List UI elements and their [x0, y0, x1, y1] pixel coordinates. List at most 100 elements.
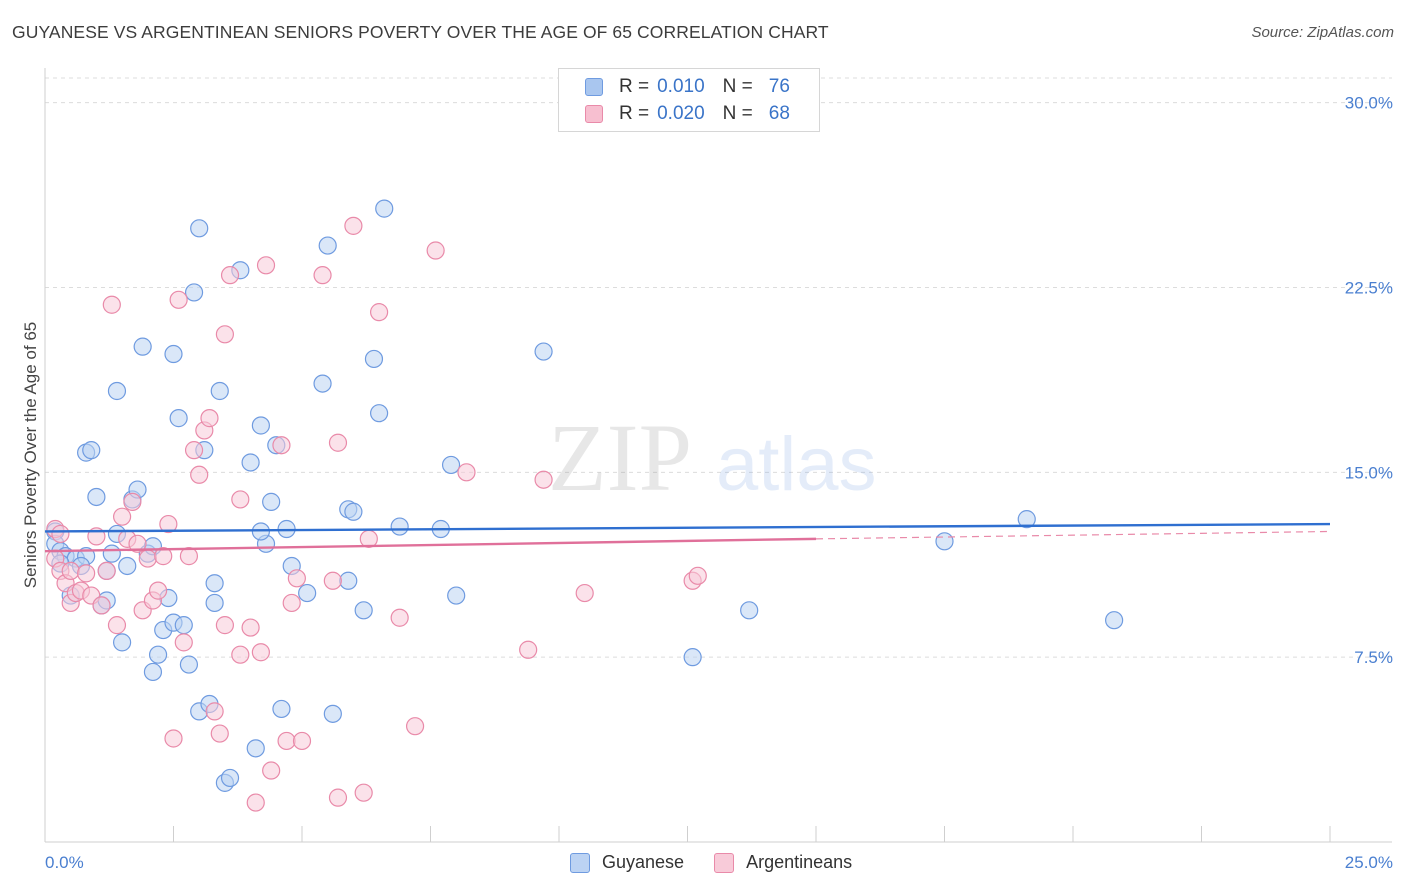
legend-swatch-guyanese	[570, 852, 590, 873]
legend-n-value: 68	[768, 103, 790, 124]
guyanese-point	[344, 502, 363, 521]
argentineans-point	[246, 793, 265, 812]
argentineans-point	[354, 783, 373, 802]
guyanese-point	[205, 593, 224, 613]
legend-swatch-argentineans	[585, 105, 603, 123]
y-tick-label: 22.5%	[1345, 278, 1393, 297]
y-tick-label: 15.0%	[1345, 463, 1393, 482]
argentineans-point	[457, 463, 476, 482]
watermark-atlas: atlas	[716, 422, 877, 507]
legend-item-guyanese[interactable]: Guyanese	[570, 852, 684, 873]
argentineans-point	[231, 645, 250, 664]
argentineans-point	[262, 761, 281, 780]
guyanese-point	[210, 381, 229, 401]
argentineans-point	[426, 241, 445, 260]
argentineans-point	[256, 256, 276, 275]
argentineans-point	[190, 465, 209, 484]
guyanese-point	[935, 532, 954, 551]
guyanese-point	[148, 645, 168, 664]
legend-swatch-argentineans	[714, 852, 735, 873]
legend-n-label: N =	[722, 103, 753, 124]
guyanese-point	[169, 409, 188, 428]
legend-label-argentineans: Argentineans	[746, 852, 853, 872]
guyanese-point	[683, 648, 702, 667]
guyanese-point	[184, 283, 204, 302]
guyanese-point	[370, 404, 389, 423]
argentineans-point	[169, 290, 188, 309]
argentineans-point	[292, 731, 312, 751]
argentineans-point	[344, 216, 363, 235]
argentineans-point	[200, 409, 219, 428]
argentineans-point	[154, 547, 173, 566]
argentineans-point	[534, 470, 553, 489]
guyanese-point	[82, 441, 101, 460]
argentineans-point	[102, 295, 121, 314]
guyanese-point	[447, 586, 466, 605]
argentineans-point	[215, 325, 234, 344]
trend-lines	[44, 522, 1331, 553]
guyanese-point	[220, 768, 240, 788]
legend-n-value: 76	[768, 76, 790, 97]
guyanese-point	[1017, 510, 1036, 529]
guyanese-point	[205, 574, 224, 593]
chart-source: Source: ZipAtlas.com	[1251, 24, 1394, 41]
argentineans-point	[519, 640, 538, 659]
y-axis-label: Seniors Poverty Over the Age of 65	[21, 322, 40, 588]
argentineans-point	[61, 561, 80, 581]
legend-r-label: R =	[619, 103, 650, 124]
argentineans-point	[128, 534, 147, 553]
argentineans-point	[215, 616, 234, 635]
argentineans-point	[77, 564, 96, 583]
guyanese-point	[107, 381, 127, 401]
argentineans-point	[107, 616, 127, 635]
guyanese-point	[313, 374, 332, 393]
trend-line-argentineans	[44, 537, 817, 553]
series-legend: Guyanese Argentineans	[570, 852, 882, 873]
watermark: ZIP atlas	[548, 404, 877, 511]
argentineans-point	[51, 524, 70, 544]
y-tick-label: 7.5%	[1354, 648, 1393, 667]
argentineans-point	[112, 507, 132, 526]
guyanese-point	[364, 349, 384, 369]
guyanese-point	[143, 662, 163, 682]
guyanese-point	[1105, 611, 1124, 630]
legend-swatch-guyanese	[585, 78, 603, 96]
legend-r-value: 0.010	[657, 76, 705, 97]
argentineans-point	[179, 547, 199, 566]
guyanese-point	[174, 616, 193, 635]
watermark-zip: ZIP	[548, 404, 692, 511]
guyanese-point	[375, 199, 394, 218]
argentineans-point	[164, 729, 183, 748]
guyanese-point	[133, 337, 152, 356]
legend-row-guyanese: R = 0.010 N = 76	[585, 75, 790, 99]
argentineans-point	[313, 266, 332, 285]
guyanese-point	[272, 699, 291, 719]
trend-line-argentineans-extension	[815, 530, 1331, 540]
argentineans-point	[370, 303, 389, 322]
guyanese-point	[190, 219, 209, 238]
argentineans-point	[184, 441, 204, 460]
argentineans-point	[205, 702, 224, 721]
guyanese-point	[534, 342, 553, 361]
argentineans-point	[282, 593, 301, 613]
guyanese-point	[323, 704, 342, 723]
guyanese-point	[441, 455, 461, 475]
argentineans-point	[241, 618, 260, 637]
trend-line-guyanese	[44, 522, 1331, 533]
argentineans-point	[174, 633, 193, 652]
argentineans-point	[220, 266, 240, 285]
chart-title: GUYANESE VS ARGENTINEAN SENIORS POVERTY …	[12, 22, 829, 42]
argentineans-point	[97, 561, 116, 581]
guyanese-point	[339, 571, 358, 590]
argentineans-point	[688, 566, 707, 585]
legend-label-guyanese: Guyanese	[602, 852, 685, 872]
series-argentineans-points	[46, 216, 707, 812]
guyanese-point	[241, 453, 260, 472]
guyanese-point	[102, 544, 121, 563]
argentineans-point	[272, 436, 291, 455]
legend-item-argentineans[interactable]: Argentineans	[714, 852, 852, 873]
argentineans-point	[328, 788, 348, 807]
guyanese-point	[354, 601, 373, 620]
legend-r-value: 0.020	[657, 103, 705, 124]
